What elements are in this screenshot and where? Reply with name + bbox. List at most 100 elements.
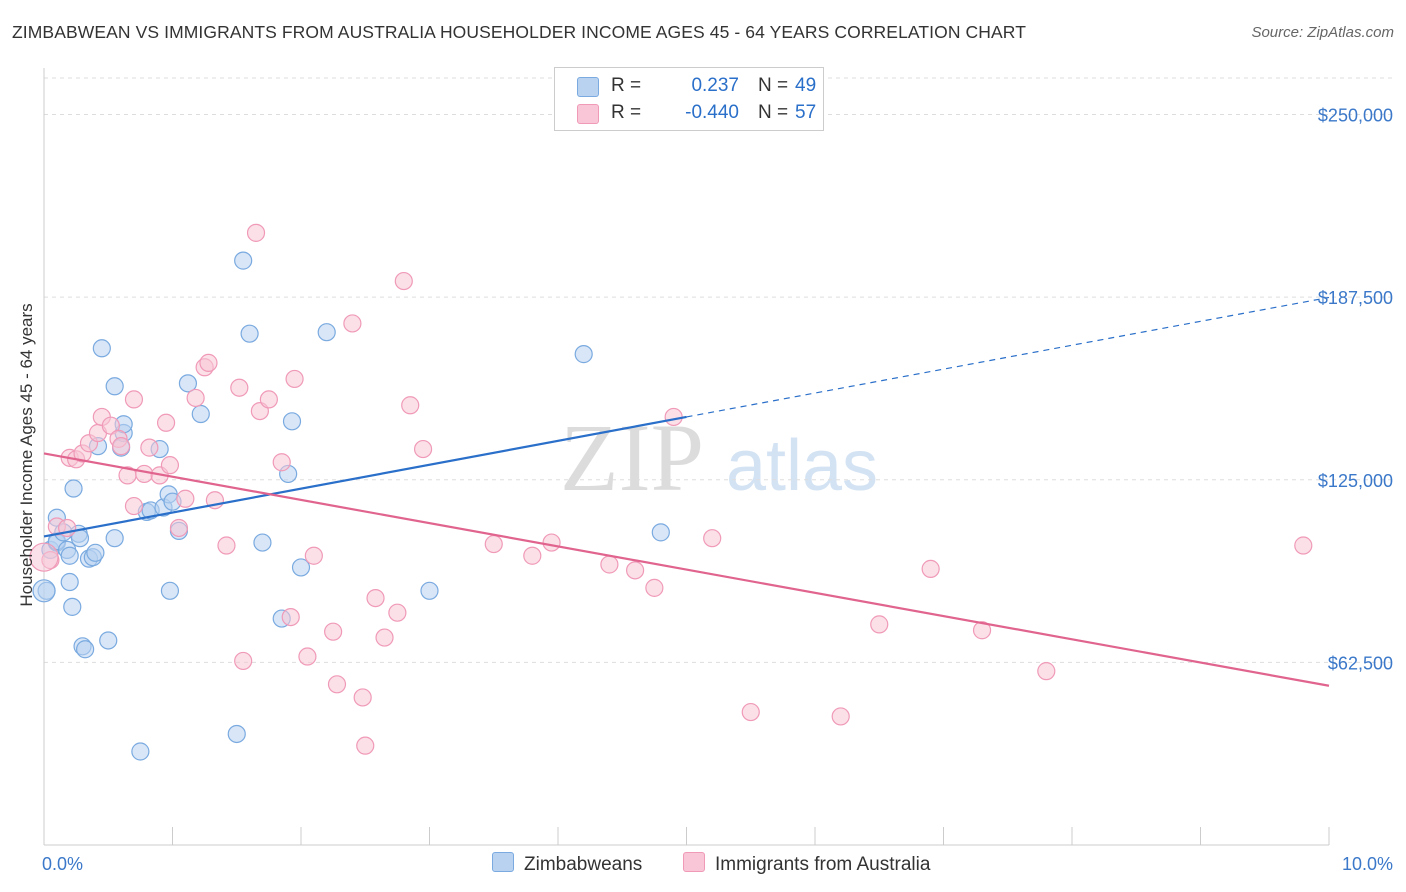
bottom-legend-australia: Immigrants from Australia bbox=[683, 852, 930, 876]
data-points bbox=[29, 223, 1313, 761]
r-label: R = bbox=[611, 75, 642, 96]
point-zimbabweans bbox=[227, 724, 246, 744]
point-australia bbox=[169, 518, 189, 538]
point-zimbabweans bbox=[99, 631, 118, 650]
point-australia bbox=[246, 223, 266, 242]
bottom-legend-swatch-zimbabweans bbox=[492, 852, 514, 872]
legend-swatch-australia bbox=[577, 104, 599, 124]
point-australia bbox=[160, 456, 180, 475]
trend-line-zimbabweans-extrapolated bbox=[686, 296, 1330, 418]
point-australia bbox=[199, 353, 218, 372]
point-australia bbox=[281, 607, 300, 627]
point-zimbabweans bbox=[32, 579, 56, 603]
point-australia bbox=[217, 536, 236, 555]
r-value-zimbabweans: 0.237 bbox=[691, 75, 739, 96]
y-tick-label: $125,000 bbox=[1318, 471, 1393, 491]
y-tick-label: $62,500 bbox=[1328, 653, 1393, 673]
point-australia bbox=[304, 546, 323, 565]
x-tick-label-right: 10.0% bbox=[1342, 854, 1393, 874]
point-australia bbox=[741, 702, 760, 722]
point-zimbabweans bbox=[105, 529, 124, 548]
point-australia bbox=[298, 647, 317, 666]
point-australia bbox=[870, 615, 889, 634]
trend-line-australia bbox=[43, 452, 1330, 687]
tick-labels: $62,500 $125,000 $187,500 $250,000 0.0% 10.0% bbox=[42, 106, 1393, 874]
n-value-zimbabweans: 49 bbox=[795, 75, 817, 96]
point-australia bbox=[186, 388, 205, 408]
point-australia bbox=[343, 314, 362, 333]
point-australia bbox=[353, 688, 372, 707]
point-zimbabweans bbox=[253, 533, 272, 552]
y-tick-label: $250,000 bbox=[1318, 106, 1393, 126]
point-australia bbox=[234, 651, 253, 671]
point-australia bbox=[523, 546, 542, 565]
point-australia bbox=[176, 489, 195, 508]
x-tick-label-left: 0.0% bbox=[42, 854, 83, 874]
point-australia bbox=[600, 555, 619, 574]
point-zimbabweans bbox=[86, 543, 105, 562]
correlation-legend: R = 0.237 N = 49 R = -0.440 N = 57 bbox=[554, 67, 824, 131]
chart-source: Source: ZipAtlas.com bbox=[1251, 24, 1394, 41]
point-australia bbox=[327, 675, 347, 694]
point-australia bbox=[703, 529, 722, 548]
point-australia bbox=[645, 578, 664, 597]
point-zimbabweans bbox=[105, 377, 124, 396]
point-zimbabweans bbox=[282, 412, 302, 431]
axes bbox=[43, 68, 1330, 846]
y-axis-label: Householder Income Ages 45 - 64 years bbox=[17, 303, 36, 607]
point-australia bbox=[542, 533, 561, 552]
r-value-australia: -0.440 bbox=[685, 102, 739, 123]
point-zimbabweans bbox=[240, 324, 259, 343]
point-australia bbox=[259, 390, 278, 409]
trend-lines bbox=[43, 296, 1330, 687]
watermark-zip: ZIP bbox=[560, 404, 704, 511]
point-zimbabweans bbox=[60, 572, 79, 592]
point-australia bbox=[124, 496, 144, 516]
point-zimbabweans bbox=[317, 323, 336, 342]
point-australia bbox=[413, 439, 433, 459]
n-label: N = bbox=[758, 75, 789, 96]
point-australia bbox=[285, 369, 304, 389]
point-australia bbox=[156, 413, 176, 432]
point-zimbabweans bbox=[191, 404, 210, 424]
point-australia bbox=[324, 622, 343, 641]
legend-swatch-zimbabweans bbox=[577, 77, 599, 97]
point-australia bbox=[366, 588, 385, 608]
point-australia bbox=[29, 542, 59, 572]
bottom-legend-swatch-australia bbox=[683, 852, 705, 872]
n-value-australia: 57 bbox=[795, 102, 817, 123]
point-australia bbox=[921, 559, 940, 578]
point-zimbabweans bbox=[234, 251, 253, 270]
bottom-legend-label-australia: Immigrants from Australia bbox=[715, 854, 931, 875]
point-australia bbox=[1294, 536, 1313, 555]
point-zimbabweans bbox=[651, 523, 670, 542]
y-tick-label: $187,500 bbox=[1318, 288, 1393, 308]
point-australia bbox=[135, 464, 154, 484]
bottom-legend-zimbabweans: Zimbabweans bbox=[492, 852, 642, 876]
point-australia bbox=[401, 396, 420, 415]
point-australia bbox=[625, 561, 645, 580]
point-australia bbox=[124, 390, 144, 409]
r-label: R = bbox=[611, 102, 642, 123]
trend-line-zimbabweans bbox=[43, 415, 687, 538]
point-australia bbox=[972, 621, 992, 640]
point-australia bbox=[394, 271, 413, 291]
chart-title: ZIMBABWEAN VS IMMIGRANTS FROM AUSTRALIA … bbox=[12, 22, 1026, 42]
point-australia bbox=[356, 736, 375, 755]
point-australia bbox=[664, 407, 683, 427]
point-australia bbox=[1037, 662, 1056, 681]
point-australia bbox=[375, 628, 394, 647]
watermark-atlas: atlas bbox=[726, 426, 878, 506]
point-zimbabweans bbox=[291, 558, 311, 577]
point-zimbabweans bbox=[92, 339, 111, 358]
point-australia bbox=[140, 438, 159, 457]
point-zimbabweans bbox=[178, 374, 198, 393]
point-zimbabweans bbox=[64, 479, 83, 498]
watermark: ZIP atlas bbox=[560, 404, 878, 511]
bottom-legend-label-zimbabweans: Zimbabweans bbox=[524, 854, 643, 875]
point-australia bbox=[831, 707, 850, 726]
point-australia bbox=[111, 437, 131, 456]
point-zimbabweans bbox=[420, 581, 439, 600]
point-zimbabweans bbox=[160, 581, 180, 600]
